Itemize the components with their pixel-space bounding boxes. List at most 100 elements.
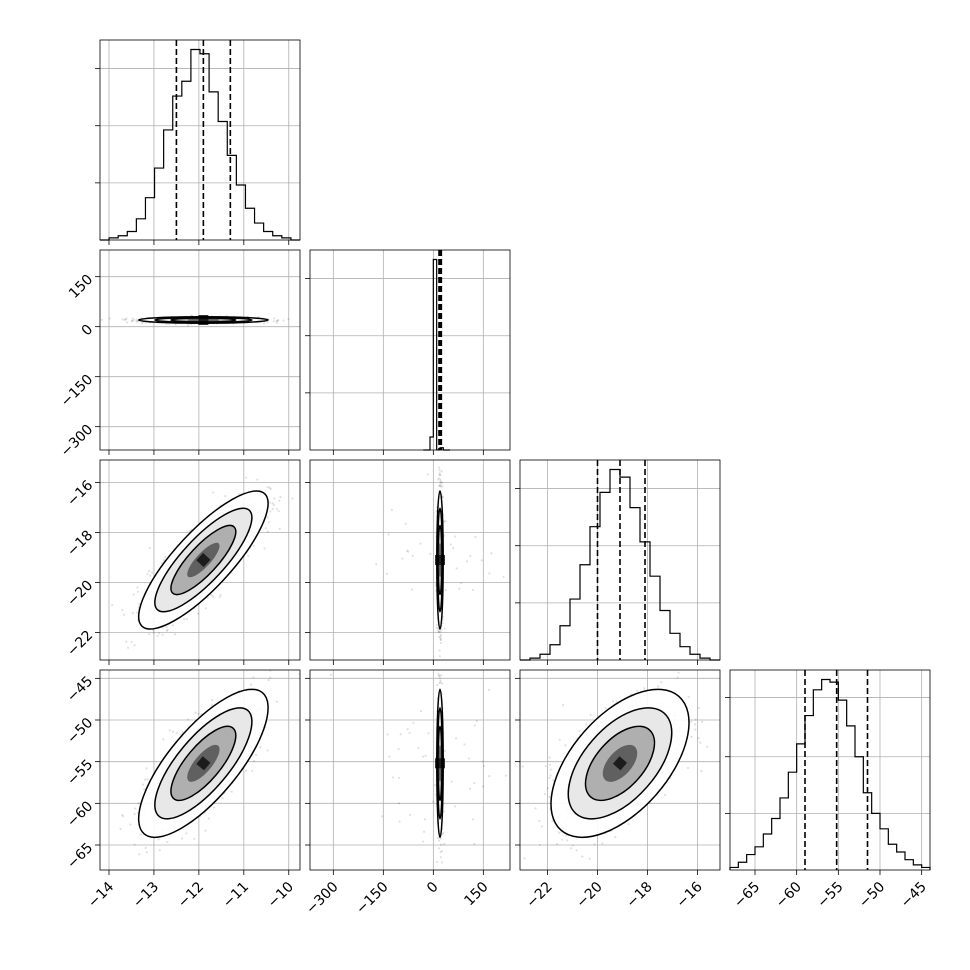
scatter-point xyxy=(523,531,525,533)
y-tick-label: −18 xyxy=(64,527,96,559)
scatter-point xyxy=(197,712,200,715)
scatter-point xyxy=(221,796,224,800)
scatter-point xyxy=(275,319,278,323)
scatter-point xyxy=(502,575,505,579)
y-tick-label: 150 xyxy=(66,272,96,302)
scatter-point xyxy=(401,557,404,560)
scatter-point xyxy=(162,559,165,562)
panel-grid-1-0 xyxy=(100,250,300,450)
scatter-point xyxy=(188,529,191,533)
scatter-point xyxy=(437,630,440,633)
histogram-1 xyxy=(423,258,450,451)
scatter-point xyxy=(404,522,407,525)
scatter-point xyxy=(158,848,161,852)
scatter-point xyxy=(256,478,259,481)
scatter-point xyxy=(436,453,438,455)
scatter-point xyxy=(437,466,441,469)
scatter-point xyxy=(132,593,135,596)
scatter-point xyxy=(438,655,441,658)
scatter-point xyxy=(135,320,138,323)
scatter-point xyxy=(439,473,442,477)
scatter-point xyxy=(449,543,452,546)
x-tick-label: −50 xyxy=(856,879,888,911)
hist-frame-0 xyxy=(99,39,301,241)
scatter-point xyxy=(269,670,272,672)
scatter-point xyxy=(204,607,207,610)
scatter-point xyxy=(164,556,167,559)
scatter-point xyxy=(454,535,457,538)
scatter-point xyxy=(440,470,443,473)
scatter-point xyxy=(441,485,444,488)
scatter-point xyxy=(207,817,210,820)
scatter-point xyxy=(269,487,272,491)
scatter-point xyxy=(165,629,168,632)
x-tick-label: −45 xyxy=(898,879,930,911)
scatter-point xyxy=(375,563,378,566)
scatter-point xyxy=(266,516,269,519)
scatter-point xyxy=(121,813,124,817)
scatter-point xyxy=(439,485,443,488)
scatter-point xyxy=(441,495,445,499)
contour-line xyxy=(436,490,444,630)
scatter-point xyxy=(252,676,255,679)
scatter-point xyxy=(267,678,270,682)
scatter-point xyxy=(488,572,491,575)
scatter-point xyxy=(438,649,441,652)
scatter-point xyxy=(444,520,447,523)
hist-grid-1 xyxy=(310,250,510,450)
scatter-point xyxy=(279,496,282,499)
scatter-point xyxy=(146,778,149,781)
scatter-point xyxy=(131,611,134,615)
hist-grid-0 xyxy=(100,40,300,240)
scatter-point xyxy=(147,569,151,573)
scatter-point xyxy=(490,552,493,555)
scatter-point xyxy=(426,473,429,476)
contour-line xyxy=(137,316,269,324)
scatter-point xyxy=(235,667,237,669)
scatter-point xyxy=(136,611,139,614)
scatter-point xyxy=(266,486,269,489)
scatter-point xyxy=(168,729,171,732)
scatter-point xyxy=(127,646,130,649)
scatter-point xyxy=(269,676,272,679)
panel-frame-2-0 xyxy=(99,459,301,661)
scatter-point xyxy=(276,507,279,511)
y-tick-label: −150 xyxy=(58,372,97,411)
scatter-point xyxy=(145,851,148,854)
scatter-point xyxy=(185,617,188,621)
scatter-point xyxy=(139,833,142,836)
scatter-point xyxy=(129,823,132,826)
scatter-point xyxy=(136,320,139,323)
scatter-point xyxy=(264,527,267,530)
scatter-point xyxy=(143,778,147,781)
scatter-point xyxy=(161,633,164,636)
scatter-point xyxy=(171,624,175,627)
histogram-0 xyxy=(100,48,300,241)
scatter-point xyxy=(287,317,290,321)
scatter-point xyxy=(440,480,443,484)
scatter-point xyxy=(439,638,442,641)
scatter-point xyxy=(439,641,442,645)
hist-frame-1 xyxy=(309,249,511,451)
scatter-point xyxy=(266,530,269,533)
scatter-point xyxy=(278,499,281,502)
scatter-point xyxy=(440,482,443,485)
scatter-point xyxy=(146,573,149,576)
scatter-point xyxy=(438,469,441,472)
scatter-point xyxy=(271,502,274,505)
scatter-point xyxy=(136,590,140,593)
panel-1-0 xyxy=(100,314,290,327)
scatter-point xyxy=(273,497,276,500)
x-tick-label: −60 xyxy=(773,879,805,911)
scatter-point xyxy=(275,321,278,324)
scatter-point xyxy=(438,635,441,639)
scatter-point xyxy=(148,633,151,636)
scatter-point xyxy=(390,508,393,512)
scatter-point xyxy=(196,612,200,615)
scatter-point xyxy=(439,481,442,484)
scatter-point xyxy=(218,595,222,599)
scatter-point xyxy=(460,581,463,585)
scatter-point xyxy=(272,503,276,507)
scatter-point xyxy=(245,476,248,479)
scatter-point xyxy=(187,718,190,721)
